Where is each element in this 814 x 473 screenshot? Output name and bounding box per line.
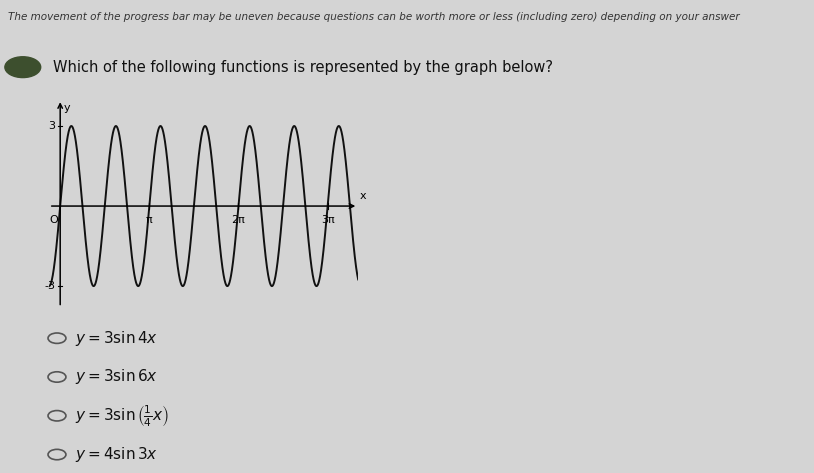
Text: x: x: [360, 191, 366, 201]
Text: $y = 3\sin 4x$: $y = 3\sin 4x$: [75, 329, 158, 348]
Text: /: /: [20, 61, 25, 74]
Circle shape: [5, 57, 41, 78]
Text: π: π: [146, 215, 153, 226]
Text: The movement of the progress bar may be uneven because questions can be worth mo: The movement of the progress bar may be …: [8, 12, 740, 22]
Text: 3π: 3π: [321, 215, 335, 226]
Text: $y = 4\sin 3x$: $y = 4\sin 3x$: [75, 445, 158, 464]
Text: -3: -3: [44, 281, 55, 291]
Text: Which of the following functions is represented by the graph below?: Which of the following functions is repr…: [53, 60, 553, 75]
Text: O: O: [50, 215, 59, 226]
Text: 2π: 2π: [232, 215, 245, 226]
Text: $y = 3\sin\left(\frac{1}{4}x\right)$: $y = 3\sin\left(\frac{1}{4}x\right)$: [75, 403, 169, 429]
Text: 3: 3: [48, 121, 55, 131]
Text: y: y: [63, 103, 70, 113]
Text: $y = 3\sin 6x$: $y = 3\sin 6x$: [75, 368, 158, 386]
